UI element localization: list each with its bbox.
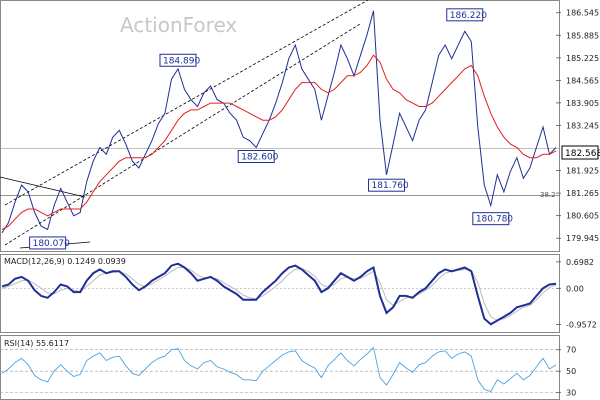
macd-signal-line [1, 267, 557, 322]
price-annotation-label: 184.890 [163, 56, 200, 66]
last-price-marker: 182.568 [561, 145, 600, 160]
rsi-axis: 70 50 30 [556, 346, 576, 398]
price-annotation-label: 186.220 [450, 11, 487, 21]
last-price-box [561, 145, 599, 160]
price-annotation-box [237, 150, 275, 163]
macd-series [1, 262, 557, 326]
macd-axis: 0.6982 0.00 -0.9572 [556, 258, 597, 330]
rsi-tick-label: 70 [566, 346, 576, 355]
price-tick-label: 181.265 [566, 189, 599, 198]
price-annotation-label: 180.780 [476, 215, 513, 225]
price-series [1, 10, 557, 234]
rsi-tick-label: 30 [566, 389, 576, 398]
price-annotation: 182.600 [237, 150, 279, 163]
price-annotation: 181.760 [368, 178, 409, 192]
price-annotation-box [29, 236, 67, 250]
price-annotation: 180.780 [472, 212, 513, 226]
watermark: ActionForex [120, 13, 237, 37]
price-tick-label: 183.245 [566, 121, 599, 130]
rsi-series [1, 346, 557, 393]
price-tick-label: 183.905 [566, 99, 599, 108]
downtrend-line [0, 176, 86, 198]
price-guides [0, 148, 560, 196]
price-tick-label: 181.925 [566, 167, 599, 176]
rsi-panel [0, 335, 560, 400]
price-annotation-box [368, 178, 406, 192]
price-annotation-label: 181.760 [372, 181, 409, 191]
channel-upper-line [4, 0, 369, 206]
price-annotation: 184.890 [159, 53, 200, 67]
rsi-line [1, 346, 557, 393]
rsi-indicator-label: RSI(14) 55.6117 [4, 339, 69, 348]
price-annotation-label: 180.070 [33, 239, 70, 249]
price-tick-label: 185.225 [566, 54, 599, 63]
price-tick-label: 180.605 [566, 212, 599, 221]
last-price-label: 182.568 [565, 149, 600, 159]
price-line [1, 10, 557, 234]
price-annotation-box [446, 8, 484, 22]
macd-line [1, 262, 557, 326]
price-tick-label: 185.885 [566, 31, 599, 40]
price-annotation-box [159, 53, 197, 67]
price-tick-label: 179.945 [566, 234, 599, 243]
rsi-tick-label: 50 [566, 367, 576, 376]
fib-label: 38.2 [540, 191, 556, 199]
price-annotations: 184.890 182.600 181.760 186.220 180.780 180.0… [29, 8, 513, 250]
price-panel [0, 0, 560, 252]
price-annotation: 180.070 [29, 236, 70, 250]
macd-panel [0, 254, 560, 333]
price-axis: 186.545 185.885 185.225 184.565 183.905 183.2… [556, 9, 599, 243]
price-annotation: 186.220 [446, 8, 487, 22]
moving-average-line [1, 54, 557, 230]
price-tick-label: 186.545 [566, 9, 599, 18]
price-annotation-label: 182.600 [241, 153, 278, 163]
price-annotation-box [472, 212, 510, 226]
price-tick-label: 184.565 [566, 76, 599, 85]
macd-tick-label: -0.9572 [566, 321, 597, 330]
rsi-guides [0, 349, 556, 393]
macd-tick-label: 0.00 [566, 284, 584, 293]
macd-tick-label: 0.6982 [566, 258, 594, 267]
macd-indicator-label: MACD(12,26,9) 0.1249 0.0939 [4, 257, 126, 266]
